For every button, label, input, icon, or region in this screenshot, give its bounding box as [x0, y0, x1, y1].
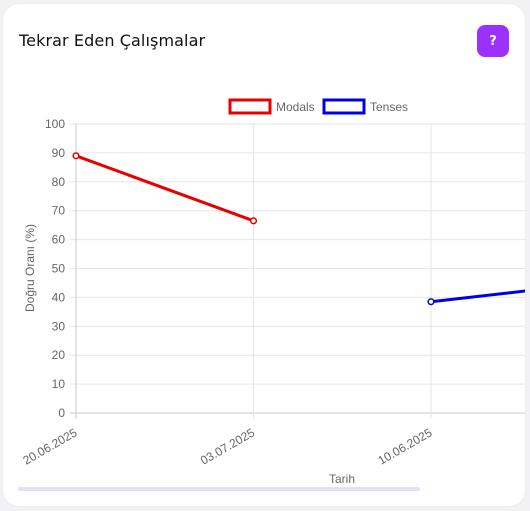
x-tick-label: 20.06.2025	[20, 425, 79, 467]
y-tick-label: 80	[52, 175, 66, 189]
legend-label-modals: Modals	[276, 100, 315, 114]
data-point-tenses	[427, 298, 435, 306]
y-tick-label: 40	[52, 290, 66, 304]
x-tick-label: 03.07.2025	[198, 425, 257, 467]
x-axis: 20.06.2025 03.07.2025 10.06.2025	[20, 425, 434, 467]
y-axis-title: Doğru Oranı (%)	[23, 224, 37, 312]
card-title: Tekrar Eden Çalışmalar	[19, 31, 206, 50]
y-tick-label: 0	[58, 406, 65, 420]
y-tick-label: 70	[52, 204, 66, 218]
y-tick-label: 10	[52, 377, 66, 391]
series-lines	[72, 152, 525, 306]
y-tick-label: 20	[52, 348, 66, 362]
y-tick-label: 60	[52, 233, 66, 247]
horizontal-scrollbar[interactable]	[18, 487, 420, 491]
grid-lines	[70, 123, 525, 419]
series-line-modals	[75, 154, 255, 223]
legend[interactable]: Modals Tenses	[228, 98, 408, 115]
y-axis: 0 10 20 30 40 50 60 70 80 90 100	[45, 117, 65, 420]
help-button[interactable]: ?	[477, 25, 509, 57]
legend-swatch-tenses	[322, 98, 366, 115]
legend-swatch-modals	[228, 98, 272, 115]
y-tick-label: 30	[52, 319, 66, 333]
y-tick-label: 100	[45, 117, 65, 131]
x-tick-label: 10.06.2025	[375, 425, 434, 467]
series-line-tenses	[430, 289, 525, 304]
y-tick-label: 50	[52, 262, 66, 276]
y-tick-label: 90	[52, 146, 66, 160]
x-axis-title: Tarih	[329, 472, 355, 486]
data-point-modals	[72, 152, 80, 160]
data-point-modals	[249, 217, 258, 225]
chart-card: Tekrar Eden Çalışmalar ? 0 10 20 30 40 50 60 70…	[3, 4, 525, 506]
line-chart: 0 10 20 30 40 50 60 70 80 90 100 20.06.2025 03.07.2…	[20, 98, 525, 486]
legend-label-tenses: Tenses	[370, 100, 408, 114]
